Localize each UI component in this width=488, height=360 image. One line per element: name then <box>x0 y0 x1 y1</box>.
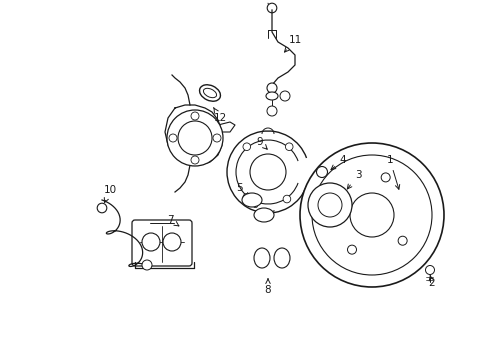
Circle shape <box>266 3 276 13</box>
Text: 1: 1 <box>386 155 399 189</box>
Text: 2: 2 <box>428 275 434 288</box>
Circle shape <box>329 197 338 206</box>
Ellipse shape <box>242 193 262 207</box>
Circle shape <box>191 156 199 164</box>
Ellipse shape <box>253 248 269 268</box>
Circle shape <box>243 143 250 150</box>
Text: 5: 5 <box>236 183 249 197</box>
Circle shape <box>280 91 289 101</box>
Ellipse shape <box>273 248 289 268</box>
Text: 7: 7 <box>166 215 179 226</box>
Ellipse shape <box>199 85 220 101</box>
Circle shape <box>283 195 290 203</box>
Circle shape <box>307 183 351 227</box>
Circle shape <box>397 236 407 245</box>
Circle shape <box>245 194 258 206</box>
Circle shape <box>299 143 443 287</box>
Text: 12: 12 <box>213 108 226 123</box>
Circle shape <box>142 233 160 251</box>
Text: 6: 6 <box>251 200 259 214</box>
Text: 9: 9 <box>256 137 266 149</box>
Circle shape <box>381 173 389 182</box>
Circle shape <box>142 260 152 270</box>
FancyBboxPatch shape <box>132 220 192 266</box>
Circle shape <box>167 110 223 166</box>
Ellipse shape <box>253 208 273 222</box>
Circle shape <box>266 83 276 93</box>
Circle shape <box>249 154 285 190</box>
Circle shape <box>256 252 267 264</box>
Circle shape <box>311 155 431 275</box>
Ellipse shape <box>265 92 278 100</box>
Circle shape <box>243 193 250 201</box>
Circle shape <box>349 193 393 237</box>
Circle shape <box>266 106 276 116</box>
Circle shape <box>191 112 199 120</box>
Text: 8: 8 <box>264 279 271 295</box>
Text: 10: 10 <box>103 185 116 202</box>
Circle shape <box>258 209 269 221</box>
Circle shape <box>285 143 292 150</box>
Circle shape <box>169 134 177 142</box>
Circle shape <box>347 245 356 254</box>
Circle shape <box>178 121 212 155</box>
Text: 11: 11 <box>284 35 301 52</box>
Circle shape <box>275 252 287 264</box>
Circle shape <box>317 193 341 217</box>
Circle shape <box>163 233 181 251</box>
Text: 3: 3 <box>346 170 361 189</box>
Text: 4: 4 <box>330 155 346 170</box>
Circle shape <box>425 266 434 274</box>
Circle shape <box>316 166 327 177</box>
Circle shape <box>213 134 221 142</box>
Circle shape <box>97 203 106 213</box>
Ellipse shape <box>203 88 216 98</box>
